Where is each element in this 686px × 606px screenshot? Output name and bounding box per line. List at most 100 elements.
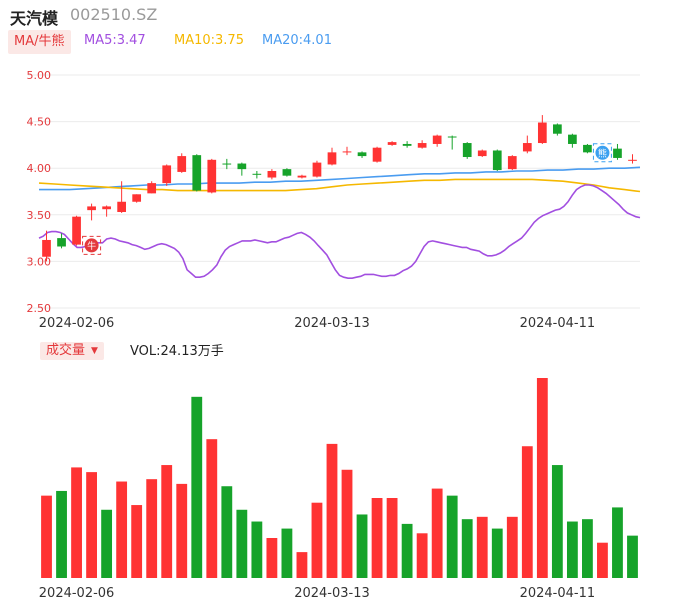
volume-bar bbox=[176, 483, 188, 578]
volume-bar bbox=[251, 521, 263, 578]
candle-body bbox=[87, 206, 96, 211]
ma10-legend: MA10:3.75 bbox=[174, 33, 244, 48]
volume-bar bbox=[41, 495, 52, 578]
volume-readout: VOL:24.13万手 bbox=[130, 344, 224, 359]
candle-body bbox=[522, 143, 532, 152]
volume-bar bbox=[86, 472, 97, 578]
volume-bar bbox=[341, 469, 353, 578]
price-axis-tick: 4.00 bbox=[27, 162, 52, 175]
candle-body bbox=[117, 201, 126, 213]
candle-body bbox=[568, 134, 577, 144]
volume-bar bbox=[582, 519, 593, 578]
price-axis-tick: 2.50 bbox=[27, 302, 52, 315]
volume-bar bbox=[296, 552, 308, 578]
price-date-label: 2024-04-11 bbox=[520, 316, 596, 331]
volume-bar bbox=[597, 542, 608, 578]
candle-body bbox=[237, 163, 247, 170]
stock-name: 天汽模 bbox=[10, 9, 59, 28]
volume-bar bbox=[71, 467, 82, 578]
candle-body bbox=[553, 124, 562, 134]
candle-body bbox=[177, 156, 187, 172]
price-axis-tick: 5.00 bbox=[27, 69, 52, 82]
caret-down-icon: ▼ bbox=[91, 346, 98, 356]
volume-toggle-button[interactable]: 成交量 ▼ bbox=[40, 342, 104, 360]
ma20-legend: MA20:4.01 bbox=[262, 33, 332, 48]
candle-body bbox=[613, 148, 622, 158]
candle-body bbox=[492, 150, 502, 171]
stock-code: 002510.SZ bbox=[70, 5, 158, 24]
volume-bar bbox=[311, 502, 323, 578]
volume-bar bbox=[146, 479, 158, 578]
candle-body bbox=[387, 142, 397, 145]
candle-body bbox=[477, 150, 487, 157]
candle-body bbox=[583, 144, 592, 153]
candle-body bbox=[417, 143, 427, 148]
marker-frame bbox=[82, 235, 102, 255]
ma10-line bbox=[38, 178, 641, 193]
volume-bar bbox=[536, 378, 548, 578]
candle-body bbox=[327, 152, 337, 165]
volume-bar bbox=[431, 488, 443, 578]
marker-badge bbox=[84, 238, 99, 253]
candle-body bbox=[402, 143, 412, 146]
candle-body bbox=[342, 151, 352, 153]
price-axis-tick: 3.50 bbox=[27, 209, 52, 222]
candle-body bbox=[357, 152, 367, 157]
volume-bar bbox=[612, 507, 623, 578]
volume-bar bbox=[191, 396, 203, 578]
candle-body bbox=[252, 173, 262, 175]
volume-bar bbox=[627, 535, 638, 578]
volume-bar bbox=[461, 519, 473, 578]
candle-body bbox=[267, 170, 277, 178]
volume-bar bbox=[506, 516, 518, 578]
candle-body bbox=[162, 165, 172, 184]
volume-bar bbox=[266, 538, 278, 578]
candle-body bbox=[507, 156, 517, 170]
ma20-line bbox=[39, 166, 641, 191]
volume-bar bbox=[101, 509, 113, 578]
candle-body bbox=[372, 147, 382, 162]
price-date-label: 2024-03-13 bbox=[294, 316, 370, 331]
candle-body bbox=[72, 216, 81, 245]
volume-bar bbox=[401, 523, 413, 578]
candle-body bbox=[192, 155, 202, 191]
volume-bar bbox=[521, 446, 533, 578]
candle-body bbox=[537, 122, 547, 144]
marker-label: 熊 bbox=[598, 147, 607, 159]
candle-body bbox=[297, 175, 307, 178]
candle-body bbox=[147, 183, 157, 194]
volume-bar bbox=[371, 498, 383, 578]
volume-bar bbox=[206, 439, 218, 578]
ma-toggle-button[interactable]: MA/牛熊 bbox=[8, 30, 71, 54]
candle-body bbox=[282, 169, 292, 176]
candle-body bbox=[447, 136, 457, 138]
candle-body bbox=[132, 194, 142, 202]
volume-bar bbox=[551, 465, 563, 578]
volume-toggle-label: 成交量 bbox=[46, 343, 86, 358]
volume-bar bbox=[446, 495, 458, 578]
volume-bar bbox=[56, 490, 67, 578]
marker-label: 牛 bbox=[87, 240, 96, 252]
volume-bar bbox=[116, 481, 128, 578]
ma5-legend: MA5:3.47 bbox=[84, 33, 146, 48]
ma5-line bbox=[38, 184, 641, 280]
candle-body bbox=[102, 206, 111, 210]
candle-body bbox=[432, 135, 442, 144]
volume-bar bbox=[221, 486, 233, 578]
volume-bar bbox=[476, 516, 488, 578]
volume-bar bbox=[281, 528, 293, 578]
volume-bar bbox=[236, 509, 248, 578]
volume-bar bbox=[386, 498, 398, 578]
candle-body bbox=[207, 159, 217, 193]
volume-bar bbox=[356, 514, 368, 578]
volume-bar bbox=[161, 465, 173, 578]
price-axis-tick: 4.50 bbox=[27, 116, 52, 129]
volume-bar bbox=[491, 528, 503, 578]
candle-body bbox=[57, 238, 66, 247]
candle-body bbox=[222, 163, 232, 165]
volume-bar bbox=[131, 505, 143, 578]
volume-date-label: 2024-04-11 bbox=[520, 586, 596, 601]
price-axis-tick: 3.00 bbox=[27, 255, 52, 268]
volume-date-label: 2024-02-06 bbox=[39, 586, 115, 601]
